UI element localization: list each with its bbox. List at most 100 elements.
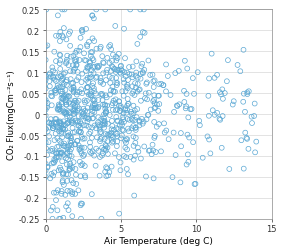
Point [103,111,108,115]
Point [119,106,123,110]
Point [92,98,97,102]
Point [138,8,143,12]
Point [130,85,135,89]
Point [69,147,73,151]
Point [192,92,196,97]
Point [92,65,97,69]
Point [133,129,138,133]
Point [179,132,183,136]
Point [139,157,143,161]
Point [115,82,120,86]
Point [151,100,156,104]
Point [71,112,76,116]
Point [99,136,104,140]
Point [109,165,114,169]
Point [125,109,130,113]
Point [64,58,69,62]
Point [101,103,105,107]
Point [120,128,125,132]
Point [65,189,70,193]
Point [80,137,85,141]
Point [152,107,157,111]
Point [78,160,82,164]
Point [122,154,126,159]
Point [118,109,123,113]
Point [183,107,188,111]
Point [79,131,83,135]
Point [68,103,73,107]
Point [117,100,121,104]
Point [60,34,64,38]
Point [58,54,62,58]
Point [157,83,161,87]
Point [50,95,54,99]
Point [44,147,48,151]
Point [43,128,48,132]
Point [51,127,55,131]
Point [113,102,118,106]
Point [80,92,84,96]
Point [87,60,92,64]
Point [156,94,161,98]
Point [90,110,95,114]
Point [112,128,116,132]
Point [92,87,96,91]
Point [118,105,123,109]
Point [122,120,126,124]
Point [70,127,75,131]
Point [57,155,61,159]
Point [68,45,72,49]
Point [162,122,166,126]
Point [63,101,68,105]
Point [61,120,66,124]
Point [45,130,50,134]
Point [85,107,90,111]
Point [122,81,126,85]
Point [64,97,68,101]
Point [98,47,103,51]
Point [146,113,150,117]
Point [95,136,99,140]
Point [62,153,66,157]
Point [164,90,168,94]
Point [101,72,105,76]
Point [127,118,132,122]
Point [57,145,61,149]
Point [68,30,72,35]
Point [127,66,131,70]
Point [62,112,66,116]
Point [107,75,112,79]
Point [94,8,99,12]
Point [74,58,78,62]
Point [43,99,48,103]
Point [43,175,48,179]
Point [71,109,76,113]
Point [111,108,115,112]
Point [115,119,119,123]
Point [126,102,130,106]
Point [52,89,57,93]
Point [87,132,91,136]
Point [52,139,57,143]
Point [113,98,118,102]
Point [78,37,83,41]
Point [103,143,108,147]
Point [80,113,85,117]
Point [241,167,246,171]
Point [66,121,70,125]
Point [64,104,69,108]
Point [117,100,121,104]
Point [85,45,89,49]
Point [159,150,163,154]
Point [131,158,136,162]
Point [100,154,104,158]
Point [62,95,66,99]
Point [207,138,211,142]
Point [124,167,129,171]
Point [107,45,111,49]
Point [83,109,87,113]
Point [106,134,111,138]
Point [127,73,132,77]
Point [142,69,147,73]
Point [210,109,215,113]
